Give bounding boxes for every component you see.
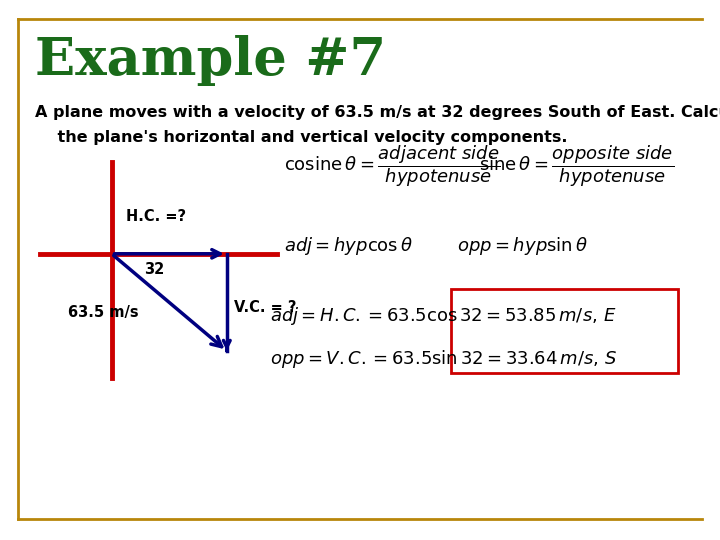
Bar	[451, 289, 678, 373]
Text: the plane's horizontal and vertical velocity components.: the plane's horizontal and vertical velo…	[35, 130, 567, 145]
Text: $adj = H.C. = 63.5\cos32 = 53.85\,m/s,\,E$: $adj = H.C. = 63.5\cos32 = 53.85\,m/s,\,…	[270, 305, 617, 327]
Text: V.C. = ?: V.C. = ?	[234, 300, 297, 315]
Text: $opp = V.C. = 63.5\sin32 = 33.64\,m/s,\,S$: $opp = V.C. = 63.5\sin32 = 33.64\,m/s,\,…	[270, 348, 618, 370]
Text: A plane moves with a velocity of 63.5 m/s at 32 degrees South of East. Calculate: A plane moves with a velocity of 63.5 m/…	[35, 105, 720, 120]
Text: 63.5 m/s: 63.5 m/s	[68, 305, 139, 320]
Text: H.C. =?: H.C. =?	[126, 209, 186, 224]
Text: $\mathrm{cosine}\,\theta = \dfrac{adjacent\ side}{hypotenuse}$: $\mathrm{cosine}\,\theta = \dfrac{adjace…	[284, 143, 501, 189]
Text: 32: 32	[144, 262, 164, 277]
Text: $adj = hyp\cos\theta$: $adj = hyp\cos\theta$	[284, 235, 413, 257]
Text: Example #7: Example #7	[35, 35, 386, 86]
Text: $\mathrm{sine}\,\theta = \dfrac{opposite\ side}{hypotenuse}$: $\mathrm{sine}\,\theta = \dfrac{opposite…	[479, 143, 674, 189]
Text: $opp = hyp\sin\theta$: $opp = hyp\sin\theta$	[457, 235, 588, 257]
